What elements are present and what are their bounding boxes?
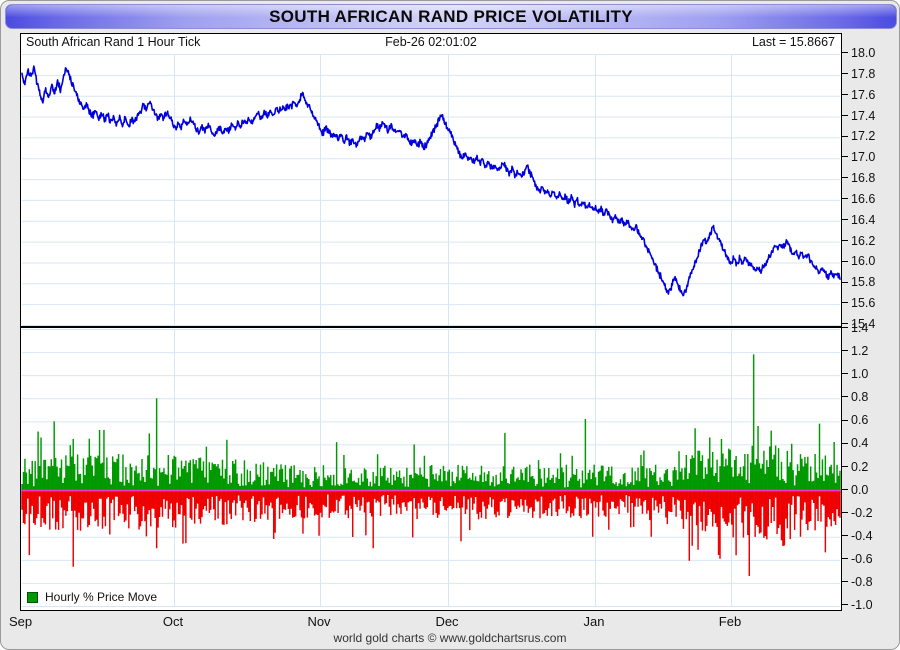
tick-label: 0.4 (851, 436, 869, 451)
y-tick-price-15.4: 15.4 (842, 318, 875, 330)
tick-label: 18.0 (851, 46, 876, 60)
legend-swatch-hourly-pct-move (27, 591, 38, 603)
tick-label: 16.8 (851, 171, 876, 186)
tick-label: 15.4 (851, 317, 876, 331)
tick-label: 15.8 (851, 275, 876, 290)
tick-mark (842, 323, 848, 325)
y-tick-move-1.4: 1.4 (842, 322, 868, 334)
x-tick-oct: Oct (162, 614, 184, 629)
tick-label: 17.4 (851, 108, 876, 123)
y-tick-price-17.2: 17.2 (842, 129, 876, 144)
y-tick-price-17.0: 17.0 (842, 151, 875, 163)
y-tick-price-17.6: 17.6 (842, 87, 876, 102)
y-tick-price-15.6: 15.6 (842, 297, 875, 309)
tick-mark (842, 350, 848, 352)
tick-label: 16.2 (851, 233, 876, 248)
tick-label: 17.6 (851, 87, 876, 102)
price-panel (21, 54, 841, 607)
x-tick-jan: Jan (583, 614, 605, 629)
tick-label: 1.4 (851, 321, 869, 335)
tick-mark (842, 281, 848, 283)
tick-label: -0.4 (851, 528, 873, 543)
y-tick-price-16.0: 16.0 (842, 254, 876, 269)
tick-mark (842, 604, 848, 606)
y-tick-move--0.4: -0.4 (842, 530, 873, 542)
tick-mark (842, 419, 848, 421)
x-axis-bottom: Sep Oct Nov Dec Jan Feb (9, 611, 842, 633)
tick-mark (842, 198, 848, 200)
tick-mark (842, 442, 848, 444)
tick-mark (842, 327, 848, 329)
tick-label: 0.6 (851, 413, 869, 428)
y-axis-right: 18.0 17.8 17.6 17.4 17.2 17.0 16.8 16.6 16.4 16.2… (842, 33, 899, 611)
y-tick-move-0.4: 0.4 (842, 436, 869, 451)
x-tick-sep: Sep (9, 614, 33, 629)
tick-label: 17.0 (851, 150, 876, 165)
tick-mark (842, 534, 848, 536)
tick-mark (842, 488, 848, 490)
tick-mark (842, 156, 848, 158)
x-tick-nov: Nov (307, 614, 331, 629)
y-tick-price-16.2: 16.2 (842, 233, 876, 248)
tick-label: 1.0 (851, 367, 869, 382)
y-tick-price-16.6: 16.6 (842, 193, 875, 205)
tick-mark (842, 511, 848, 513)
y-tick-move--1.0: -1.0 (842, 599, 873, 611)
chart-plot-area: South African Rand 1 Hour Tick Feb-26 02… (20, 33, 842, 611)
tick-label: -0.8 (851, 574, 873, 589)
tick-label: 1.2 (851, 344, 869, 359)
tick-mark (842, 93, 848, 95)
y-tick-move--0.8: -0.8 (842, 576, 873, 588)
tick-mark (842, 177, 848, 179)
tick-mark (842, 581, 848, 583)
y-tick-move--0.2: -0.2 (842, 505, 873, 520)
y-tick-move--0.6: -0.6 (842, 553, 873, 565)
tick-mark (842, 558, 848, 560)
footer-credit: world gold charts © www.goldchartsrus.co… (333, 631, 567, 645)
y-tick-move-0.2: 0.2 (842, 459, 869, 474)
y-tick-move-0.0: 0.0 (842, 482, 869, 497)
tick-label: 15.6 (851, 296, 876, 311)
tick-label: 0.8 (851, 390, 869, 405)
y-tick-price-17.8: 17.8 (842, 68, 875, 80)
tick-mark (842, 114, 848, 116)
y-tick-price-15.8: 15.8 (842, 275, 876, 290)
tick-mark (842, 239, 848, 241)
y-tick-move-1.0: 1.0 (842, 368, 868, 380)
y-tick-price-16.4: 16.4 (842, 214, 875, 226)
tick-mark (842, 52, 848, 54)
tick-label: 16.0 (851, 254, 876, 269)
tick-mark (842, 302, 848, 304)
y-tick-move-0.8: 0.8 (842, 390, 869, 405)
y-tick-price-16.8: 16.8 (842, 172, 875, 184)
window-title-bar: SOUTH AFRICAN RAND PRICE VOLATILITY (5, 4, 897, 29)
panel-divider (21, 326, 841, 328)
tick-label: 17.2 (851, 129, 876, 144)
tick-label: -1.0 (851, 598, 873, 612)
tick-label: 17.8 (851, 66, 876, 81)
tick-label: 16.6 (851, 191, 876, 206)
tick-label: -0.6 (851, 551, 873, 566)
tick-label: 16.4 (851, 212, 876, 227)
tick-label: 0.2 (851, 459, 869, 474)
tick-mark (842, 73, 848, 75)
y-tick-price-17.4: 17.4 (842, 108, 876, 123)
y-tick-move-0.6: 0.6 (842, 413, 869, 428)
tick-mark (842, 373, 848, 375)
tick-mark (842, 260, 848, 262)
legend-label-hourly-pct-move: Hourly % Price Move (45, 590, 158, 604)
page-title: SOUTH AFRICAN RAND PRICE VOLATILITY (269, 7, 633, 26)
tick-mark (842, 135, 848, 137)
tick-mark (842, 396, 848, 398)
tick-label: 0.0 (851, 482, 869, 497)
tick-label: -0.2 (851, 505, 873, 520)
y-tick-price-18.0: 18.0 (842, 47, 875, 59)
x-tick-dec: Dec (435, 614, 459, 629)
legend: Hourly % Price Move (27, 589, 161, 605)
y-tick-move-1.2: 1.2 (842, 345, 868, 357)
x-tick-feb: Feb (718, 614, 742, 629)
tick-mark (842, 465, 848, 467)
tick-mark (842, 218, 848, 220)
